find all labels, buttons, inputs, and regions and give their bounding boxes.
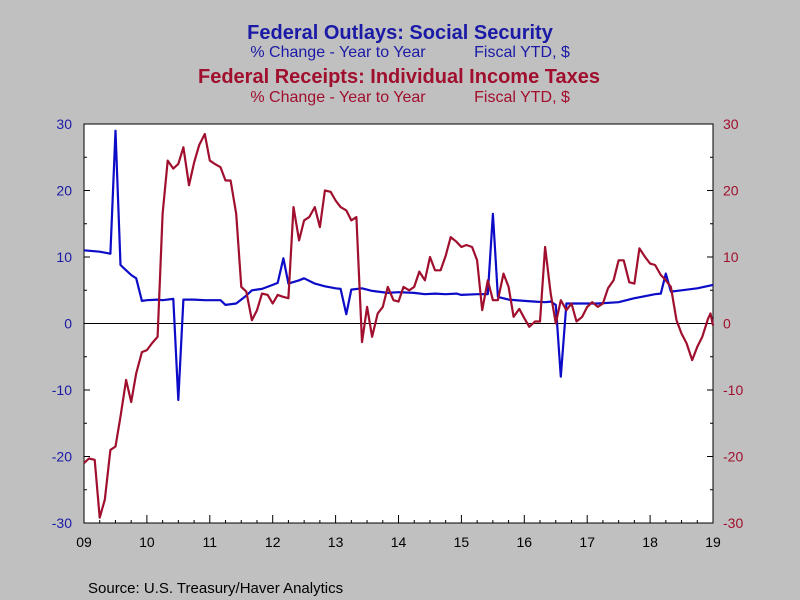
x-tick-label: 10 [139, 534, 155, 550]
chart-title-1: Federal Outlays: Social Security [247, 22, 554, 44]
y-left-tick-label: 20 [56, 183, 72, 199]
chart-subtitle-1-right: Fiscal YTD, $ [474, 44, 570, 61]
y-left-tick-label: 30 [56, 116, 72, 132]
x-tick-label: 18 [642, 534, 658, 550]
y-right-tick-label: 20 [723, 183, 739, 199]
chart-subtitle-1-left: % Change - Year to Year [250, 44, 426, 61]
y-right-tick-label: -10 [723, 382, 743, 398]
x-tick-label: 14 [391, 534, 407, 550]
chart-subtitle-2-left: % Change - Year to Year [250, 89, 426, 106]
y-right-tick-label: -20 [723, 449, 743, 465]
chart-subtitle-2-right: Fiscal YTD, $ [474, 89, 570, 106]
y-right-tick-label: -30 [723, 515, 743, 531]
y-right-tick-label: 0 [723, 316, 731, 332]
source-note: Source: U.S. Treasury/Haver Analytics [88, 580, 343, 597]
x-tick-label: 19 [705, 534, 721, 550]
y-left-tick-label: 10 [56, 249, 72, 265]
y-left-tick-label: -20 [52, 449, 72, 465]
x-tick-label: 09 [76, 534, 92, 550]
x-tick-label: 13 [328, 534, 344, 550]
y-left-tick-label: 0 [64, 316, 72, 332]
y-left-tick-label: -30 [52, 515, 72, 531]
series-line-social-security-outlays [83, 129, 714, 402]
x-tick-label: 11 [203, 534, 218, 550]
x-tick-label: 16 [517, 534, 533, 550]
x-tick-label: 15 [454, 534, 470, 550]
series-line-individual-income-tax-receipts [83, 132, 715, 519]
y-left-tick-label: -10 [52, 382, 72, 398]
x-tick-label: 12 [265, 534, 281, 550]
y-right-tick-label: 10 [723, 249, 739, 265]
series-layer [83, 129, 715, 519]
chart-title-2: Federal Receipts: Individual Income Taxe… [198, 66, 600, 88]
y-right-tick-label: 30 [723, 116, 739, 132]
x-tick-label: 17 [579, 534, 595, 550]
